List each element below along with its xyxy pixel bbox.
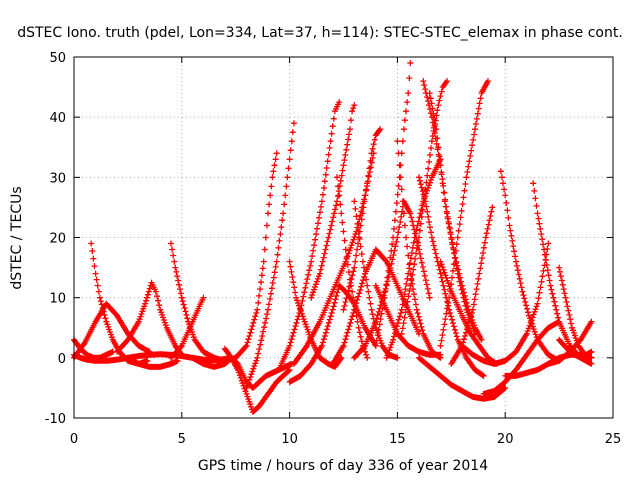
- series-points: [394, 138, 444, 361]
- series-points: [189, 354, 293, 415]
- series-33: [448, 204, 496, 367]
- tick-labels: 0 5 10 15 20 25 -10 0 10 20 30 40 50: [45, 51, 622, 447]
- y-axis-label: dSTEC / TECUs: [9, 186, 25, 289]
- series-25: [383, 156, 444, 361]
- series-20: [340, 126, 384, 313]
- series-6: [124, 354, 181, 370]
- x-tick-label: 25: [605, 432, 622, 447]
- series-41: [545, 318, 595, 367]
- series-8: [168, 294, 207, 361]
- series-points: [383, 156, 444, 361]
- series-points: [232, 150, 280, 361]
- series-15: [286, 282, 379, 385]
- series-points: [290, 150, 377, 367]
- series-points: [124, 354, 181, 370]
- series-points: [308, 102, 358, 301]
- y-tick-label: 10: [49, 292, 66, 307]
- series-26: [394, 138, 444, 361]
- series-9: [189, 354, 293, 415]
- chart-title: dSTEC Iono. truth (pdel, Lon=334, Lat=37…: [17, 25, 623, 41]
- series-36: [497, 168, 563, 364]
- x-tick-label: 10: [281, 432, 298, 447]
- series-points: [459, 240, 552, 367]
- series-27: [398, 78, 450, 337]
- series-42: [556, 336, 595, 361]
- y-tick-label: 30: [49, 171, 66, 186]
- series-points: [437, 78, 491, 349]
- series-29: [420, 78, 485, 343]
- series-points: [168, 294, 207, 361]
- series-points: [416, 174, 487, 379]
- series-points: [448, 204, 496, 367]
- series-points: [545, 318, 595, 367]
- series-5: [114, 279, 185, 358]
- series-17: [308, 102, 358, 301]
- x-tick-label: 5: [178, 432, 186, 447]
- plot-frame: [73, 56, 614, 419]
- series-16: [290, 150, 377, 367]
- x-tick-label: 20: [497, 432, 514, 447]
- series-points: [416, 354, 509, 402]
- y-tick-label: -10: [45, 412, 66, 427]
- y-tick-label: 20: [49, 232, 66, 247]
- x-tick-label: 15: [389, 432, 406, 447]
- series-28: [416, 174, 487, 379]
- y-tick-label: 50: [49, 51, 66, 66]
- x-tick-label: 0: [70, 432, 78, 447]
- data-series: [71, 60, 595, 415]
- series-11: [232, 150, 280, 361]
- series-31: [437, 78, 491, 349]
- series-points: [420, 78, 485, 343]
- series-points: [497, 168, 563, 364]
- y-tick-label: 40: [49, 111, 66, 126]
- series-12: [243, 120, 297, 391]
- grid: [74, 57, 613, 418]
- x-axis-label: GPS time / hours of day 336 of year 2014: [198, 458, 488, 474]
- series-points: [275, 99, 343, 373]
- series-points: [556, 336, 595, 361]
- y-tick-label: 0: [58, 352, 66, 367]
- series-13: [275, 99, 343, 373]
- series-32: [416, 354, 509, 402]
- series-points: [114, 279, 185, 358]
- series-points: [243, 120, 297, 391]
- series-35: [459, 240, 552, 367]
- series-points: [398, 78, 450, 337]
- series-points: [286, 282, 379, 385]
- series-points: [340, 126, 384, 313]
